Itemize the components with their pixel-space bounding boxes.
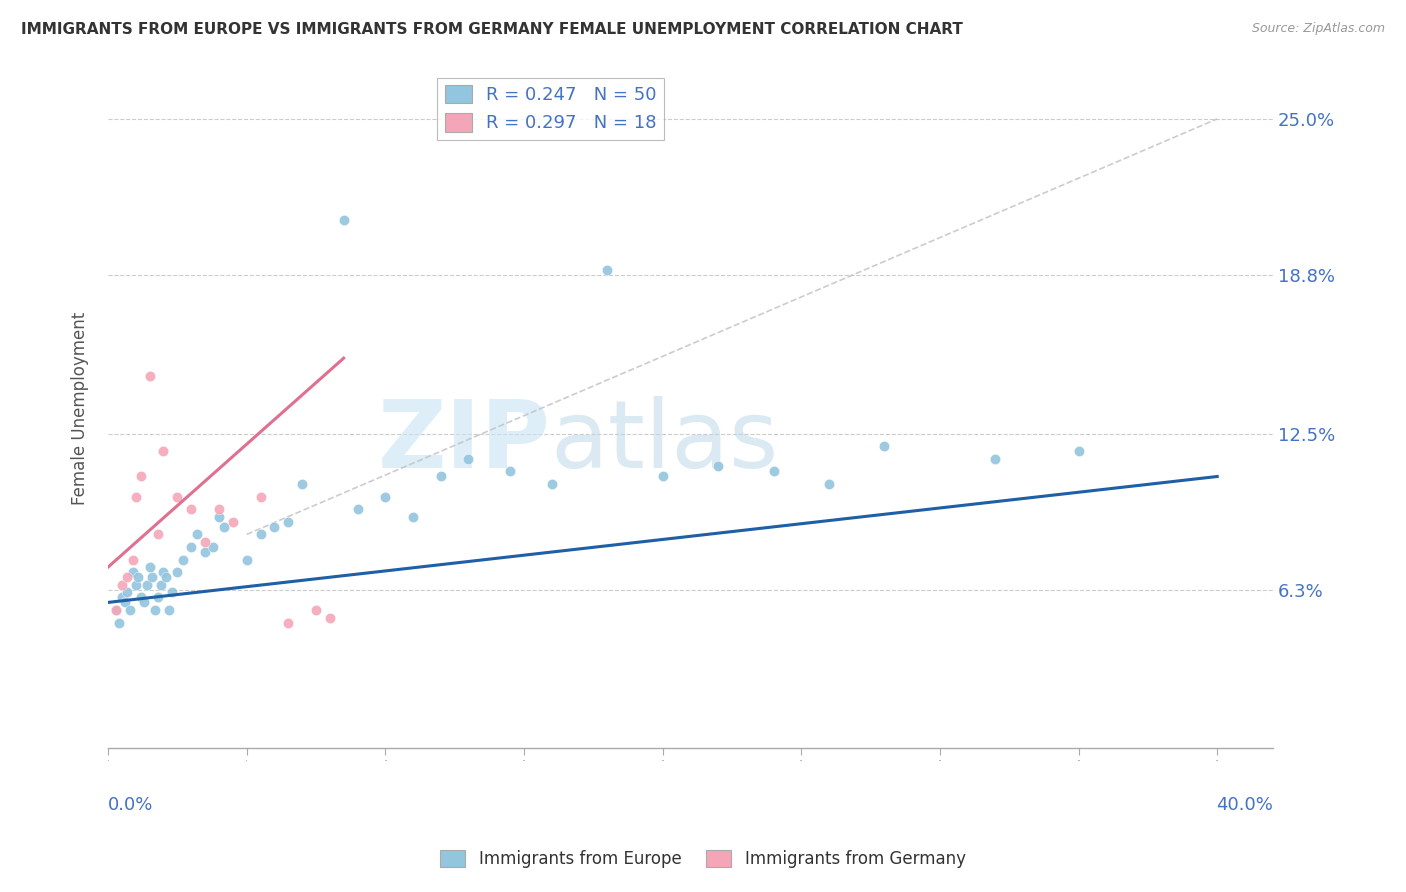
Point xyxy=(374,490,396,504)
Point xyxy=(128,570,150,584)
Point xyxy=(263,520,285,534)
Point xyxy=(249,527,271,541)
Point xyxy=(166,565,188,579)
Point xyxy=(138,560,160,574)
Point xyxy=(108,615,131,630)
Point xyxy=(180,502,202,516)
Point xyxy=(117,570,139,584)
Point xyxy=(208,509,231,524)
Point xyxy=(707,459,730,474)
Point xyxy=(596,263,619,277)
Point xyxy=(651,469,673,483)
Point xyxy=(194,535,217,549)
Point xyxy=(129,469,152,483)
Point xyxy=(277,615,299,630)
Point xyxy=(180,540,202,554)
Point xyxy=(346,502,368,516)
Text: IMMIGRANTS FROM EUROPE VS IMMIGRANTS FROM GERMANY FEMALE UNEMPLOYMENT CORRELATIO: IMMIGRANTS FROM EUROPE VS IMMIGRANTS FRO… xyxy=(21,22,963,37)
Point xyxy=(319,610,342,624)
Point xyxy=(277,515,299,529)
Point xyxy=(122,565,145,579)
Point xyxy=(146,591,169,605)
Point xyxy=(160,585,183,599)
Text: 40.0%: 40.0% xyxy=(1216,796,1272,814)
Point xyxy=(114,595,136,609)
Point xyxy=(117,585,139,599)
Point xyxy=(249,490,271,504)
Point xyxy=(291,477,314,491)
Point xyxy=(157,603,180,617)
Point xyxy=(125,490,148,504)
Point xyxy=(129,591,152,605)
Text: 0.0%: 0.0% xyxy=(108,796,153,814)
Point xyxy=(818,477,841,491)
Point xyxy=(305,603,328,617)
Point xyxy=(1067,444,1090,458)
Point xyxy=(122,552,145,566)
Point xyxy=(402,509,425,524)
Point xyxy=(222,515,245,529)
Point xyxy=(429,469,451,483)
Point xyxy=(762,465,785,479)
Point xyxy=(143,603,166,617)
Point xyxy=(457,451,479,466)
Point xyxy=(135,578,157,592)
Point xyxy=(208,502,231,516)
Point xyxy=(873,439,896,453)
Text: ZIP: ZIP xyxy=(378,397,551,489)
Text: Source: ZipAtlas.com: Source: ZipAtlas.com xyxy=(1251,22,1385,36)
Point xyxy=(235,552,257,566)
Point xyxy=(141,570,163,584)
Point xyxy=(202,540,225,554)
Point xyxy=(186,527,208,541)
Point xyxy=(155,570,177,584)
Point xyxy=(111,591,134,605)
Point xyxy=(149,578,172,592)
Point xyxy=(132,595,155,609)
Text: atlas: atlas xyxy=(551,397,779,489)
Point xyxy=(146,527,169,541)
Point xyxy=(332,212,354,227)
Point xyxy=(120,603,142,617)
Point xyxy=(214,520,236,534)
Point xyxy=(194,545,217,559)
Point xyxy=(540,477,562,491)
Point xyxy=(499,465,522,479)
Y-axis label: Female Unemployment: Female Unemployment xyxy=(72,312,89,505)
Point xyxy=(152,565,174,579)
Legend: R = 0.247   N = 50, R = 0.297   N = 18: R = 0.247 N = 50, R = 0.297 N = 18 xyxy=(437,78,664,140)
Point xyxy=(152,444,174,458)
Point xyxy=(105,603,128,617)
Point xyxy=(105,603,128,617)
Point xyxy=(984,451,1007,466)
Point xyxy=(125,578,148,592)
Point xyxy=(172,552,194,566)
Point xyxy=(166,490,188,504)
Legend: Immigrants from Europe, Immigrants from Germany: Immigrants from Europe, Immigrants from … xyxy=(433,843,973,875)
Point xyxy=(111,578,134,592)
Point xyxy=(138,368,160,383)
